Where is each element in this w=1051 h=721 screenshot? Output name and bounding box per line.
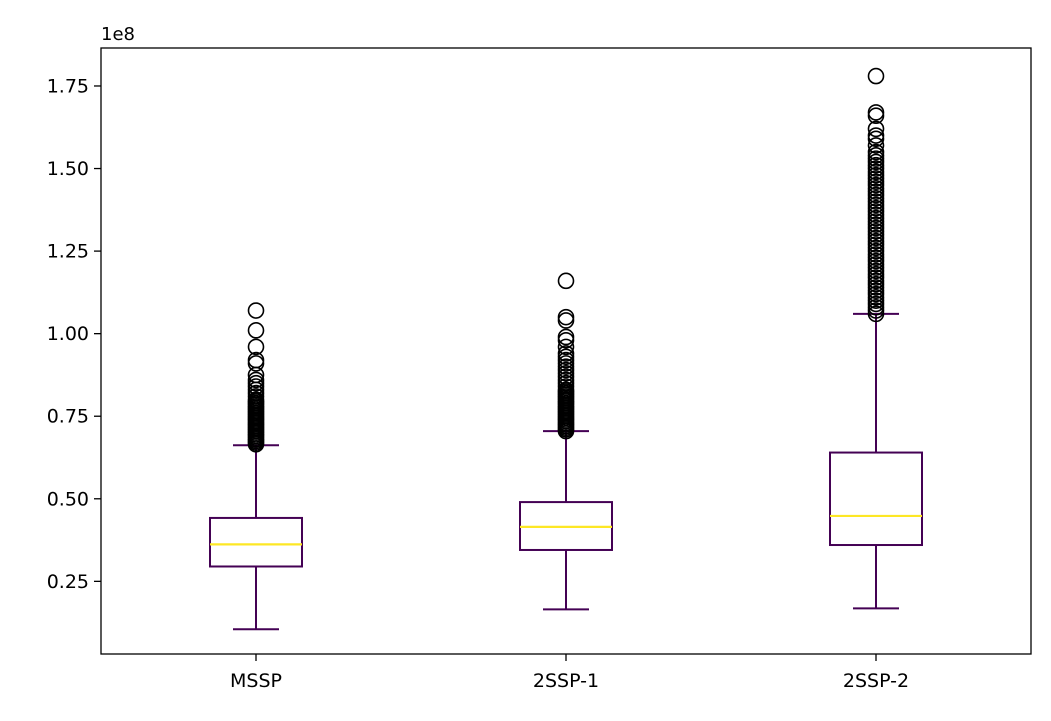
outlier-point xyxy=(247,338,265,356)
y-tick-label: 0.75 xyxy=(47,406,89,428)
outlier-point xyxy=(867,67,885,85)
y-axis-offset-label: 1e8 xyxy=(101,24,135,45)
y-tick-label: 1.25 xyxy=(47,241,89,263)
outlier-point xyxy=(867,104,885,121)
x-tick-label: 2SSP-1 xyxy=(533,670,599,692)
outlier-point xyxy=(867,143,885,161)
box-iqr xyxy=(209,516,303,568)
outlier-point xyxy=(557,272,575,290)
outlier-point xyxy=(247,302,265,319)
outlier-point xyxy=(247,351,265,369)
outlier-point xyxy=(557,338,575,356)
outlier-point xyxy=(867,120,885,138)
outlier-point xyxy=(867,137,885,154)
x-tick-label: MSSP xyxy=(230,670,282,692)
outlier-point xyxy=(247,371,265,389)
box-group-2ssp-2 xyxy=(829,67,923,610)
box-group-2ssp-1 xyxy=(519,272,613,611)
x-tick-label: 2SSP-2 xyxy=(843,670,909,692)
outlier-point xyxy=(867,127,885,144)
outlier-point xyxy=(557,328,575,346)
y-tick-label: 1.75 xyxy=(47,75,89,97)
y-tick-label: 0.50 xyxy=(47,488,89,510)
box-iqr xyxy=(829,451,923,547)
outlier-point xyxy=(247,322,265,339)
outlier-point xyxy=(557,308,575,326)
y-tick-label: 1.50 xyxy=(47,158,89,180)
y-tick-label: 0.25 xyxy=(47,571,89,593)
box-group-mssp xyxy=(209,302,303,631)
outlier-point xyxy=(557,345,575,362)
y-tick-label: 1.00 xyxy=(47,323,89,345)
